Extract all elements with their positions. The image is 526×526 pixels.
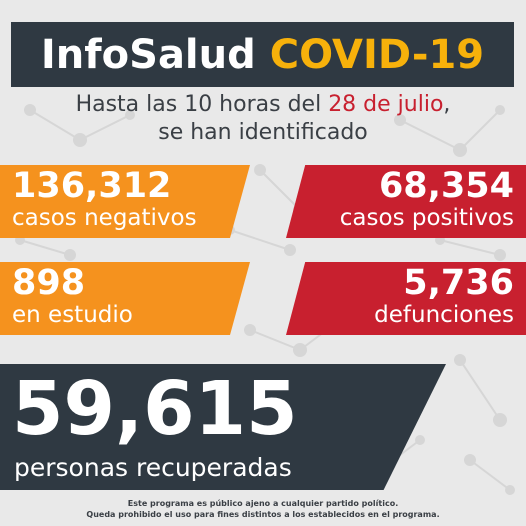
subtitle-line2: se han identificado [158,120,368,145]
negative-cases-label: casos negativos [12,205,197,231]
positive-cases-card: 68,354 casos positivos [286,165,526,238]
subtitle: Hasta las 10 horas del 28 de julio, se h… [0,91,526,147]
recovered-label: personas recuperadas [14,453,292,482]
positive-cases-value: 68,354 [378,166,514,206]
negative-cases-value: 136,312 [12,166,172,206]
subtitle-suffix: , [443,92,451,117]
title-banner: InfoSalud COVID-19 [11,22,514,87]
under-study-value: 898 [12,263,86,303]
deaths-label: defunciones [374,302,514,328]
under-study-card: 898 en estudio [0,262,250,335]
topic-title: COVID-19 [269,31,485,78]
recovered-value: 59,615 [12,366,298,452]
subtitle-prefix: Hasta las 10 horas del [75,92,329,117]
under-study-label: en estudio [12,302,133,328]
report-date: 28 de julio [328,92,444,117]
disclaimer: Este programa es público ajeno a cualqui… [0,498,526,520]
disclaimer-line2: Queda prohibido el uso para fines distin… [86,510,440,519]
disclaimer-line1: Este programa es público ajeno a cualqui… [127,499,399,508]
deaths-card: 5,736 defunciones [286,262,526,335]
positive-cases-label: casos positivos [339,205,514,231]
recovered-card: 59,615 personas recuperadas [0,364,446,490]
negative-cases-card: 136,312 casos negativos [0,165,250,238]
deaths-value: 5,736 [403,263,514,303]
subtitle-line1: Hasta las 10 horas del 28 de julio, [0,91,526,119]
brand-title: InfoSalud [40,31,256,78]
